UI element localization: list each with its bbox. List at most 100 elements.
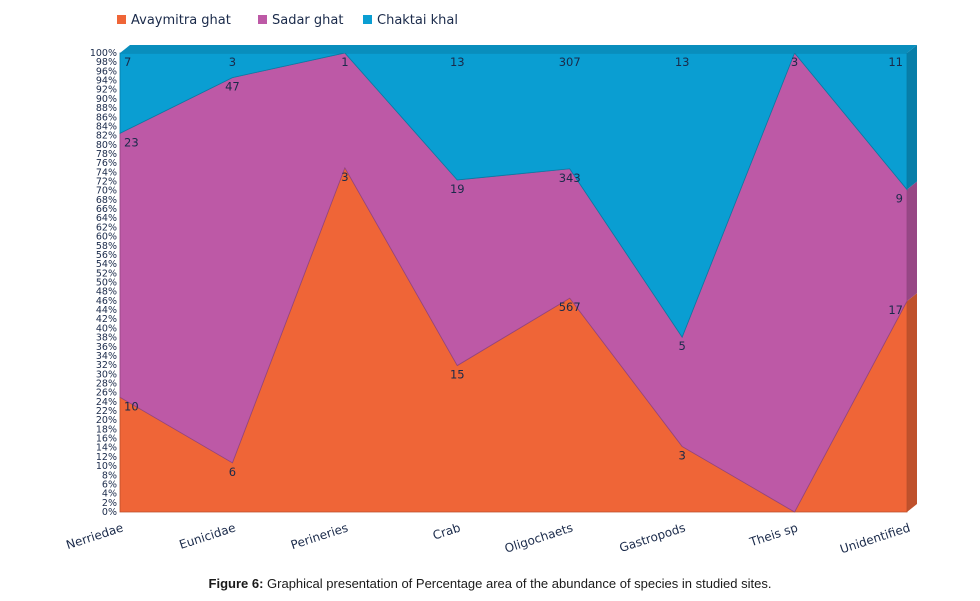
legend-swatch-3 [363, 15, 372, 24]
y-axis-ticks: 0%2%4%6%8%10%12%14%16%18%20%22%24%26%28%… [90, 48, 117, 518]
data-label: 343 [559, 171, 581, 185]
y-tick-label: 2% [102, 498, 117, 509]
data-label: 17 [888, 303, 903, 317]
category-label: Oligochaets [503, 521, 575, 556]
legend-label-3: Chaktai khal [377, 13, 458, 28]
y-tick-label: 32% [96, 360, 117, 371]
y-tick-label: 44% [96, 305, 117, 316]
side-face-2 [907, 181, 917, 302]
data-label: 3 [791, 55, 798, 69]
y-tick-label: 74% [96, 167, 117, 178]
data-label: 23 [124, 135, 139, 149]
legend-swatch-1 [117, 15, 126, 24]
y-tick-label: 50% [96, 278, 117, 289]
y-tick-label: 86% [96, 112, 117, 123]
data-labels: 10 6 3 15 567 3 17 23 47 19 343 5 9 7 3 1 13 307 13 3 11 [124, 55, 903, 479]
figure-caption: Figure 6: Graphical presentation of Perc… [0, 576, 980, 591]
y-tick-label: 18% [96, 424, 117, 435]
y-tick-label: 26% [96, 388, 117, 399]
data-label: 7 [124, 55, 131, 69]
y-tick-label: 56% [96, 250, 117, 261]
data-label: 5 [678, 339, 685, 353]
data-label: 3 [678, 448, 685, 462]
y-tick-label: 36% [96, 342, 117, 353]
caption-label: Figure 6: [208, 576, 264, 591]
y-tick-label: 80% [96, 140, 117, 151]
y-tick-label: 82% [96, 131, 117, 142]
category-label: Nerriedae [64, 521, 125, 553]
category-label: Eunicidae [177, 521, 237, 552]
y-tick-label: 46% [96, 296, 117, 307]
category-label: Crab [431, 521, 462, 543]
caption-text: Graphical presentation of Percentage are… [263, 576, 772, 591]
x-axis-category-labels: Nerriedae Eunicidae Perineries Crab Oligocha… [64, 521, 912, 557]
y-tick-label: 66% [96, 204, 117, 215]
data-label: 3 [229, 55, 236, 69]
chart-side-wall [907, 45, 917, 512]
y-tick-label: 94% [96, 76, 117, 87]
data-label: 13 [450, 55, 465, 69]
legend-label-2: Sadar ghat [272, 13, 343, 28]
data-label: 19 [450, 182, 465, 196]
y-tick-label: 8% [102, 470, 117, 481]
category-label: Unidentified [838, 521, 912, 557]
category-label: Theis sp [747, 521, 799, 550]
y-tick-label: 62% [96, 222, 117, 233]
y-tick-label: 16% [96, 434, 117, 445]
category-label: Gastropods [618, 521, 687, 555]
y-tick-label: 78% [96, 149, 117, 160]
data-label: 10 [124, 399, 139, 413]
top-face [120, 45, 917, 53]
y-tick-label: 98% [96, 57, 117, 68]
y-tick-label: 38% [96, 333, 117, 344]
y-tick-label: 20% [96, 415, 117, 426]
y-tick-label: 60% [96, 232, 117, 243]
y-tick-label: 64% [96, 213, 117, 224]
data-label: 15 [450, 368, 465, 382]
data-label: 13 [675, 55, 690, 69]
legend-swatch-2 [258, 15, 267, 24]
data-label: 47 [225, 80, 240, 94]
side-face-3 [907, 45, 917, 190]
y-tick-label: 34% [96, 351, 117, 362]
y-tick-label: 72% [96, 177, 117, 188]
y-tick-label: 24% [96, 397, 117, 408]
y-tick-label: 48% [96, 287, 117, 298]
legend: Avaymitra ghat Sadar ghat Chaktai khal [117, 13, 458, 28]
data-label: 307 [559, 55, 581, 69]
y-tick-label: 12% [96, 452, 117, 463]
y-tick-label: 0% [102, 507, 117, 518]
y-tick-label: 100% [90, 48, 117, 59]
y-tick-label: 58% [96, 241, 117, 252]
y-tick-label: 88% [96, 103, 117, 114]
y-tick-label: 68% [96, 195, 117, 206]
legend-label-1: Avaymitra ghat [131, 13, 231, 28]
y-tick-label: 92% [96, 85, 117, 96]
side-face-1 [907, 293, 917, 512]
y-tick-label: 30% [96, 369, 117, 380]
y-tick-label: 14% [96, 443, 117, 454]
data-label: 3 [341, 170, 348, 184]
y-tick-label: 4% [102, 489, 117, 500]
y-tick-label: 76% [96, 158, 117, 169]
y-tick-label: 42% [96, 314, 117, 325]
y-tick-label: 96% [96, 66, 117, 77]
y-tick-label: 10% [96, 461, 117, 472]
y-tick-label: 6% [102, 479, 117, 490]
y-tick-label: 40% [96, 323, 117, 334]
category-label: Perineries [289, 521, 350, 553]
data-label: 1 [341, 55, 348, 69]
y-tick-label: 84% [96, 121, 117, 132]
y-tick-label: 28% [96, 378, 117, 389]
data-label: 6 [229, 465, 236, 479]
data-label: 567 [559, 300, 581, 314]
y-tick-label: 90% [96, 94, 117, 105]
y-tick-label: 22% [96, 406, 117, 417]
y-tick-label: 52% [96, 268, 117, 279]
area-series-group [119, 45, 917, 513]
data-label: 11 [888, 55, 903, 69]
y-tick-label: 70% [96, 186, 117, 197]
y-tick-label: 54% [96, 259, 117, 270]
data-label: 9 [896, 191, 903, 205]
